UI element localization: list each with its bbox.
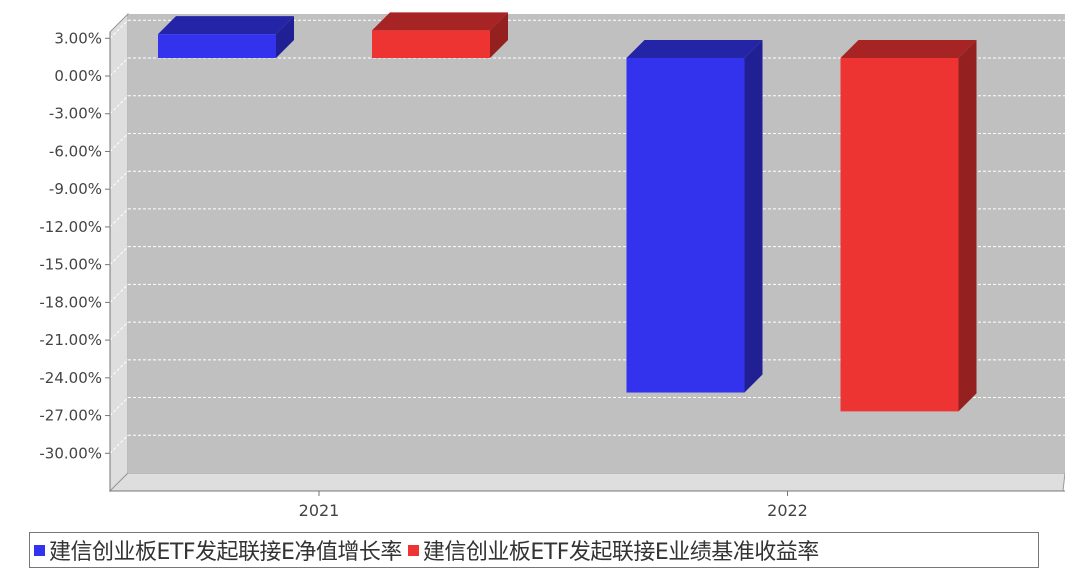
x-axis-ticks: 2021 2022 [299, 491, 808, 520]
grid-line-wall [109, 434, 129, 454]
y-tick-label: -24.00% [39, 369, 102, 387]
bar-top [372, 12, 508, 31]
y-tick-label: -9.00% [49, 180, 102, 198]
bar-1-2022 [626, 40, 763, 393]
bar-2-2022 [840, 40, 977, 412]
bar-1-2021 [158, 16, 294, 59]
y-tick-label: -21.00% [39, 331, 102, 349]
grid-line-wall [109, 170, 129, 190]
grid-line-wall [109, 57, 129, 77]
legend-swatch-series-2 [407, 544, 419, 556]
grid-line-wall [109, 397, 129, 416]
bar-face [626, 58, 745, 393]
x-tick-label: 2022 [767, 501, 808, 520]
bar-side [276, 16, 294, 59]
legend-label-series-2: 建信创业板ETF发起联接E业绩基准收益率 [422, 540, 819, 565]
bar-chart: 3.00% 0.00% -3.00% -6.00% -9.00% -12.00% -15.0… [39, 12, 1065, 520]
grid-line-wall [109, 133, 129, 152]
y-tick-label: 3.00% [54, 29, 102, 47]
legend-swatch-series-1 [34, 544, 45, 556]
floor [108, 472, 1065, 492]
axes [109, 32, 1065, 492]
legend-item-series-1: 建信创业板ETF发起联接E净值增长率 [34, 534, 402, 566]
y-tick-label: -27.00% [39, 407, 102, 425]
y-tick-label: -30.00% [39, 444, 102, 462]
grid-line-wall [109, 95, 129, 115]
bars [158, 12, 977, 412]
y-tick-label: -3.00% [49, 105, 102, 123]
y-tick-label: -15.00% [39, 256, 102, 274]
legend-item-series-2: 建信创业板ETF发起联接E业绩基准收益率 [407, 534, 819, 566]
bar-top [626, 40, 763, 59]
grid-line-wall [109, 359, 129, 379]
bar-top [840, 40, 977, 59]
grid-line-wall [109, 246, 129, 265]
y-axis-ticks: 3.00% 0.00% -3.00% -6.00% -9.00% -12.00% -15.0… [39, 29, 110, 462]
y-tick-label: -6.00% [49, 142, 102, 160]
bar-side [490, 12, 508, 59]
y-tick-label: 0.00% [54, 67, 102, 85]
bar-top [158, 16, 294, 35]
bar-side [744, 40, 763, 393]
bar-2-2021 [372, 12, 508, 59]
legend: 建信创业板ETF发起联接E净值增长率 建信创业板ETF发起联接E业绩基准收益率 [29, 532, 1039, 568]
y-tick-label: -12.00% [39, 218, 102, 236]
grid-line-wall [109, 208, 129, 228]
bar-face [372, 30, 490, 59]
x-tick-label: 2021 [299, 501, 340, 520]
bar-side [958, 40, 977, 412]
legend-label-series-1: 建信创业板ETF发起联接E净值增长率 [49, 540, 402, 565]
y-tick-label: -18.00% [39, 293, 102, 311]
bar-face [840, 58, 959, 412]
left-wall [109, 12, 129, 493]
grid-line-wall [109, 19, 129, 39]
grid-line-wall [109, 321, 129, 341]
grid-line-wall [109, 284, 129, 303]
bar-face [158, 34, 276, 59]
